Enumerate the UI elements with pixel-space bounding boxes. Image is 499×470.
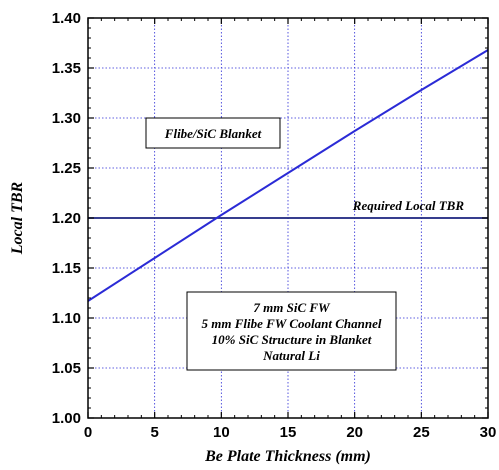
- x-tick-label: 30: [480, 424, 497, 441]
- blanket-label-frame: [145, 117, 281, 149]
- x-tick-label: 10: [213, 424, 230, 441]
- condition-line: 7 mm SiC FW: [253, 300, 331, 315]
- y-axis-title: Local TBR: [9, 181, 26, 255]
- series-line: [87, 49, 489, 302]
- x-tick-label: 0: [84, 424, 92, 441]
- y-tick-label: 1.25: [52, 160, 81, 177]
- y-tick-label: 1.40: [52, 10, 81, 27]
- reference-line-label: Required Local TBR: [352, 198, 465, 213]
- y-tick-label: 1.20: [52, 210, 81, 227]
- y-tick-label: 1.10: [52, 310, 81, 327]
- x-tick-label: 25: [413, 424, 430, 441]
- x-tick-labels: 0 5 10 15 20 25 30: [84, 424, 497, 441]
- conditions-frame: [186, 291, 397, 371]
- x-tick-label: 5: [150, 424, 158, 441]
- blanket-label: Flibe/SiC Blanket: [164, 126, 262, 141]
- x-tick-label: 20: [346, 424, 363, 441]
- blanket-label-box: Flibe/SiC Blanket: [145, 117, 281, 149]
- series-group: [87, 49, 489, 302]
- x-axis-title: Be Plate Thickness (mm): [204, 448, 371, 465]
- y-tick-label: 1.15: [52, 260, 81, 277]
- y-tick-label: 1.35: [52, 60, 81, 77]
- y-tick-label: 1.05: [52, 360, 81, 377]
- y-tick-label: 1.30: [52, 110, 81, 127]
- tick-marks: [87, 17, 489, 419]
- condition-line: 10% SiC Structure in Blanket: [212, 332, 372, 347]
- y-tick-labels: 1.00 1.05 1.10 1.15 1.20 1.25 1.30 1.35 1.40: [52, 10, 81, 427]
- x-tick-label: 15: [280, 424, 297, 441]
- y-tick-label: 1.00: [52, 410, 81, 427]
- conditions-box: 7 mm SiC FW 5 mm Flibe FW Coolant Channe…: [186, 291, 397, 371]
- condition-line: Natural Li: [262, 348, 320, 363]
- condition-line: 5 mm Flibe FW Coolant Channel: [201, 316, 381, 331]
